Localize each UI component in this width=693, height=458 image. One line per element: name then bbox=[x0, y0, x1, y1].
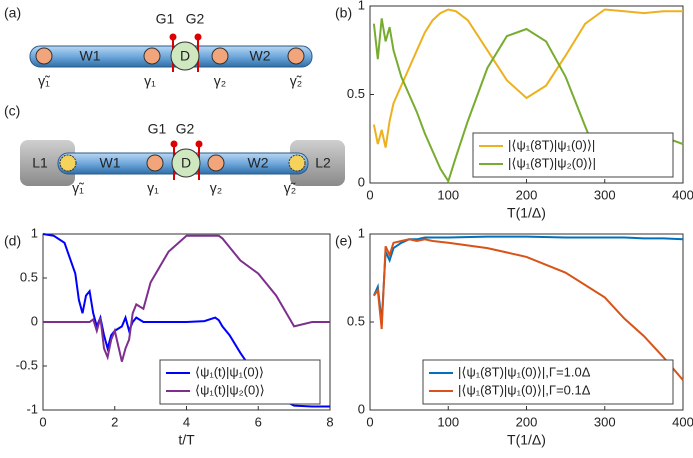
gate-dot bbox=[169, 33, 177, 41]
majorana-label: γ̃₁ bbox=[72, 180, 84, 196]
x-tick-label: 300 bbox=[594, 414, 616, 429]
legend-label: |⟨ψ₁(8T)|ψ₁(0)⟩|,Γ=1.0Δ bbox=[458, 364, 591, 379]
majorana-label: γ̃₂ bbox=[284, 180, 296, 196]
lead-label: L1 bbox=[32, 155, 48, 171]
lead-label: L2 bbox=[315, 155, 331, 171]
x-tick-label: 6 bbox=[255, 414, 262, 429]
x-tick-label: 4 bbox=[183, 414, 190, 429]
x-axis-label: t/T bbox=[178, 432, 195, 448]
majorana-label: γ̃₁ bbox=[38, 73, 50, 89]
legend-box bbox=[159, 359, 321, 405]
panel-label: (c) bbox=[4, 103, 20, 119]
legend-label: |⟨ψ₁(8T)|ψ₂(0)⟩| bbox=[508, 155, 596, 170]
y-tick-label: -0.5 bbox=[16, 357, 38, 372]
dot-label: D bbox=[180, 48, 190, 64]
gate-label: G1 bbox=[156, 11, 175, 27]
data-line bbox=[372, 235, 684, 323]
legend-label: ⟨ψ₁(t)|ψ₁(0)⟩ bbox=[195, 364, 264, 379]
x-tick-label: 200 bbox=[516, 414, 538, 429]
y-tick-label: 0 bbox=[358, 174, 365, 189]
x-tick-label: 100 bbox=[437, 414, 459, 429]
gate-label: G1 bbox=[148, 121, 167, 137]
legend-label: |⟨ψ₁(8T)|ψ₁(0)⟩|,Γ=0.1Δ bbox=[458, 382, 591, 397]
panel-label: (b) bbox=[335, 5, 352, 21]
majorana bbox=[207, 154, 225, 172]
x-axis-label: T(1/Δ) bbox=[507, 432, 546, 448]
x-tick-label: 300 bbox=[594, 187, 616, 202]
panel-label: (d) bbox=[4, 233, 21, 249]
legend-label: |⟨ψ₁(8T)|ψ₁(0)⟩| bbox=[508, 137, 595, 152]
dot-label: D bbox=[181, 155, 191, 171]
majorana-label: γ₁ bbox=[147, 180, 159, 196]
data-line bbox=[372, 8, 683, 148]
majorana bbox=[146, 154, 164, 172]
majorana bbox=[211, 47, 229, 65]
x-tick-label: 0 bbox=[366, 187, 373, 202]
majorana bbox=[59, 154, 77, 172]
x-tick-label: 0 bbox=[39, 414, 46, 429]
majorana bbox=[35, 47, 53, 65]
majorana-label: γ₂ bbox=[210, 180, 222, 196]
dot bbox=[171, 148, 201, 178]
lead bbox=[290, 140, 345, 186]
diagram-c: D G1 G2 L1 L2 W1 W2 γ̃₁ γ₁ γ₂ γ̃₂ bbox=[20, 121, 345, 196]
dot bbox=[170, 41, 200, 71]
y-tick-label: 0 bbox=[31, 313, 38, 328]
wire-label: W2 bbox=[250, 48, 271, 64]
x-tick-label: 8 bbox=[326, 414, 333, 429]
legend-label: ⟨ψ₁(t)|ψ₂(0)⟩ bbox=[195, 382, 265, 397]
majorana bbox=[288, 154, 306, 172]
x-axis-label: T(1/Δ) bbox=[507, 205, 546, 221]
gate-dot bbox=[195, 140, 203, 148]
x-tick-label: 400 bbox=[672, 187, 693, 202]
y-tick-label: 0.5 bbox=[347, 313, 365, 328]
y-tick-label: 1 bbox=[358, 225, 365, 240]
x-tick-label: 2 bbox=[111, 414, 118, 429]
majorana bbox=[287, 47, 305, 65]
wire-label: W1 bbox=[100, 155, 121, 171]
data-line bbox=[42, 233, 330, 408]
y-tick-label: 0 bbox=[358, 401, 365, 416]
wire-label: W1 bbox=[80, 48, 101, 64]
legend-box bbox=[422, 359, 674, 405]
majorana-label: γ₁ bbox=[144, 73, 156, 89]
gate-dot bbox=[194, 33, 202, 41]
x-tick-label: 400 bbox=[672, 414, 693, 429]
x-tick-label: 0 bbox=[366, 414, 373, 429]
legend-box bbox=[472, 132, 674, 178]
lead bbox=[20, 140, 75, 186]
wire-label: W2 bbox=[248, 155, 269, 171]
gate-label: G2 bbox=[176, 121, 195, 137]
x-tick-label: 100 bbox=[437, 187, 459, 202]
y-tick-label: -1 bbox=[26, 401, 38, 416]
majorana-label: γ̃₂ bbox=[290, 73, 302, 89]
majorana-label: γ₂ bbox=[214, 73, 226, 89]
y-tick-label: 0.5 bbox=[20, 269, 38, 284]
diagram-a: D G1 G2 W1 W2 γ̃₁ γ₁ γ₂ γ̃₂ bbox=[29, 11, 313, 89]
panel-label: (e) bbox=[335, 233, 352, 249]
panel-label: (a) bbox=[4, 5, 21, 21]
majorana bbox=[143, 47, 161, 65]
data-line bbox=[43, 234, 330, 362]
gate-dot bbox=[170, 140, 178, 148]
y-tick-label: 1 bbox=[358, 0, 365, 12]
data-line bbox=[373, 238, 684, 381]
x-tick-label: 200 bbox=[516, 187, 538, 202]
y-tick-label: 0.5 bbox=[347, 86, 365, 101]
y-tick-label: 1 bbox=[31, 225, 38, 240]
gate-label: G2 bbox=[186, 11, 205, 27]
